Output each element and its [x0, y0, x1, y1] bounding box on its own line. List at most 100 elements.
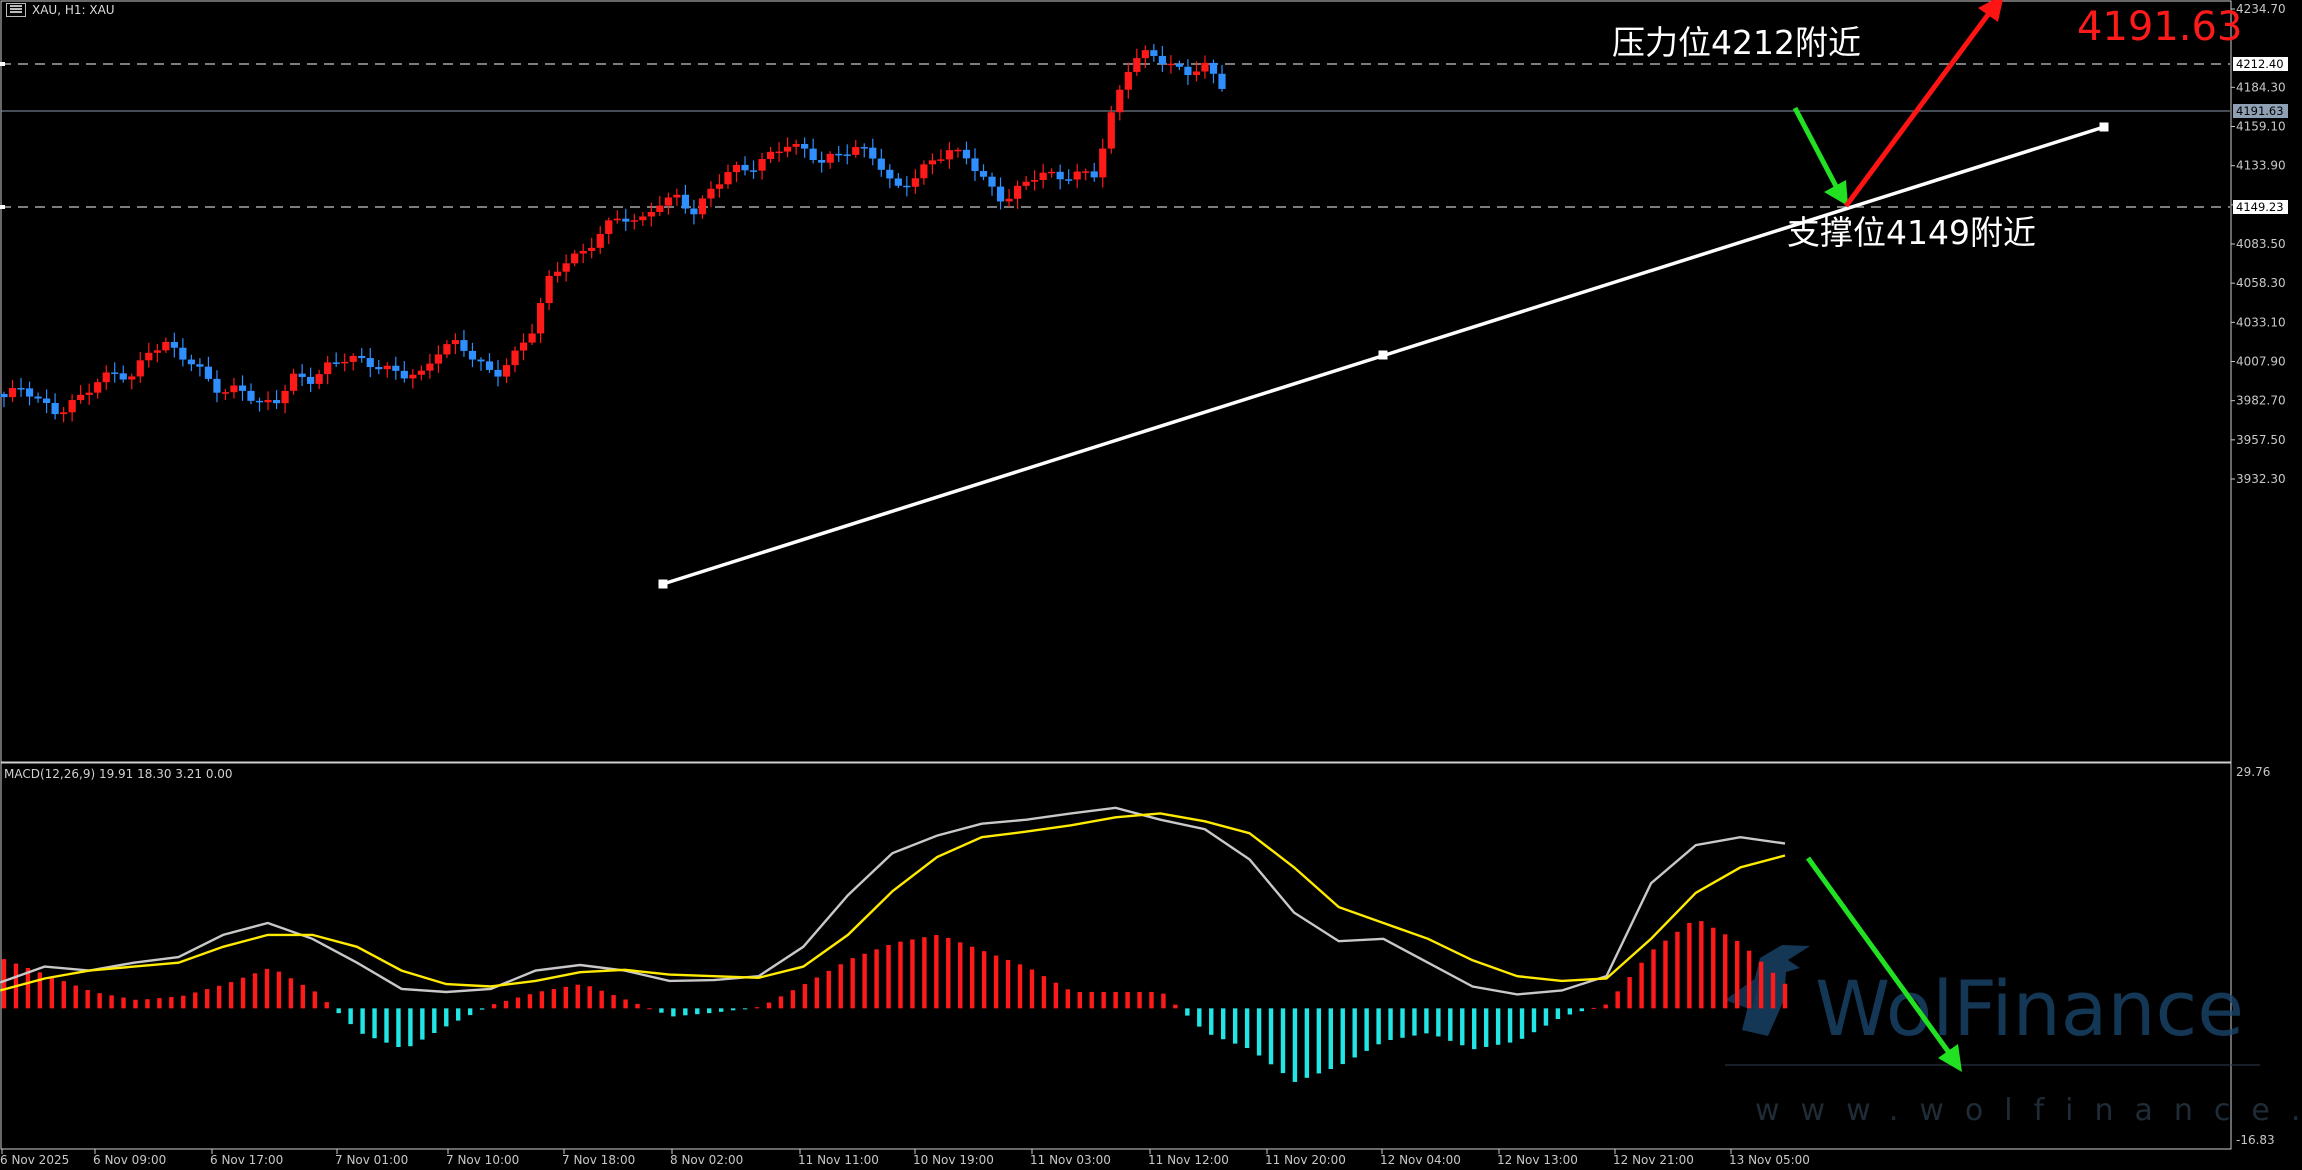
watermark: WolFinance www.wolfinance.com: [1725, 945, 2302, 1128]
macd-histogram-bar: [157, 998, 162, 1009]
price-tick-label: 3932.30: [2236, 472, 2286, 486]
watermark-url: www.wolfinance.com: [1755, 1093, 2302, 1128]
macd-histogram-bar: [1173, 1004, 1178, 1009]
macd-histogram-bar: [922, 937, 927, 1009]
macd-histogram-bar: [444, 1008, 449, 1027]
candle-body: [979, 171, 988, 177]
macd-histogram-bar: [1197, 1008, 1202, 1027]
macd-histogram-bar: [193, 992, 198, 1009]
candle-body: [562, 263, 570, 272]
macd-histogram-bar: [1280, 1008, 1286, 1074]
macd-histogram-bar: [1113, 991, 1118, 1009]
candle-body: [664, 197, 672, 206]
macd-histogram-bar: [384, 1008, 389, 1043]
macd-histogram-bar: [1005, 959, 1011, 1009]
price-panel: [0, 0, 2232, 763]
candle-body: [937, 159, 945, 161]
trendline-handle-end[interactable]: [2099, 122, 2109, 132]
candle-body: [996, 186, 1005, 202]
candle-body: [1013, 185, 1022, 199]
macd-histogram-bar: [216, 985, 222, 1009]
candle-body: [119, 373, 127, 380]
macd-histogram-bar: [587, 986, 592, 1009]
macd-histogram-bar: [324, 1002, 329, 1009]
candle-body: [341, 361, 349, 364]
support-annotation: 支撑位4149附近: [1787, 213, 2036, 252]
candle-body: [724, 172, 732, 185]
macd-histogram-bar: [635, 1003, 640, 1009]
candle-body: [519, 342, 528, 351]
macd-histogram-bar: [360, 1008, 365, 1034]
candle-body: [1218, 73, 1226, 89]
price-tick-label: 4033.10: [2236, 315, 2286, 329]
candle-body: [988, 176, 996, 187]
price-tick-label: 4159.10: [2236, 120, 2286, 134]
macd-histogram-bar: [420, 1008, 425, 1040]
macd-histogram-bar: [1185, 1008, 1190, 1016]
candle-body: [68, 400, 76, 413]
trendline-handle-mid[interactable]: [1378, 350, 1388, 360]
candle-body: [136, 360, 144, 377]
candle-body: [17, 388, 25, 390]
macd-histogram-bar: [551, 989, 557, 1009]
support-line-handle[interactable]: [0, 205, 5, 209]
time-tick-label: 8 Nov 02:00: [670, 1153, 743, 1167]
macd-histogram-bar: [264, 968, 270, 1009]
candle-body: [571, 253, 579, 264]
trendline-handle-start[interactable]: [658, 579, 668, 589]
macd-histogram-bar: [1376, 1008, 1381, 1045]
resistance-line-handle[interactable]: [0, 62, 5, 66]
macd-histogram-bar: [874, 949, 879, 1009]
macd-histogram-bar: [85, 989, 90, 1009]
time-axis[interactable]: 6 Nov 2025 6 Nov 09:00 6 Nov 17:00 7 Nov 01…: [0, 1149, 1810, 1167]
macd-histogram-bar: [659, 1008, 664, 1013]
candle-body: [877, 158, 885, 170]
macd-histogram-bar: [61, 981, 66, 1009]
macd-histogram-bar: [802, 984, 808, 1009]
macd-histogram-bar: [1328, 1008, 1333, 1070]
candle-body: [8, 388, 17, 398]
time-tick-label: 11 Nov 12:00: [1148, 1153, 1229, 1167]
macd-histogram-bar: [1495, 1008, 1501, 1045]
candle-body: [843, 154, 851, 156]
macd-histogram-bar: [1412, 1008, 1417, 1036]
candle-body: [298, 373, 306, 377]
candle-body: [1082, 171, 1090, 173]
macd-histogram-bar: [467, 1008, 473, 1016]
macd-histogram-bar: [850, 958, 855, 1009]
macd-histogram-bar: [503, 1000, 509, 1009]
candle-body: [434, 354, 442, 364]
candle-body: [1167, 63, 1175, 66]
candle-body: [775, 151, 783, 154]
candle-body: [272, 400, 281, 404]
macd-histogram-bar: [862, 953, 867, 1009]
candle-body: [1065, 179, 1073, 181]
symbol-label: XAU, H1: XAU: [32, 3, 115, 17]
signal-line: [0, 812, 1786, 992]
macd-histogram-bar: [396, 1008, 401, 1048]
candle-body: [613, 218, 621, 221]
candle-body: [1209, 62, 1218, 74]
macd-histogram-bar: [1137, 991, 1142, 1009]
macd-histogram-bar: [1221, 1008, 1226, 1040]
macd-histogram-bar: [1699, 921, 1704, 1009]
time-tick-label: 13 Nov 05:00: [1729, 1153, 1810, 1167]
candle-body: [94, 382, 102, 393]
macd-histogram-bar: [1555, 1008, 1561, 1020]
macd-histogram-bar: [1639, 962, 1644, 1009]
macd-histogram-bar: [1770, 972, 1776, 1009]
candle-body: [588, 247, 596, 251]
macd-histogram-bar: [730, 1008, 736, 1011]
price-axis[interactable]: 4234.704184.304159.104133.904108.704083.…: [2231, 2, 2286, 486]
candle-body: [852, 147, 860, 155]
candle-body: [894, 178, 902, 186]
candle-body: [375, 367, 383, 370]
chart-window-icon[interactable]: [6, 3, 26, 17]
support-price-label: 4149.23: [2236, 200, 2284, 214]
candle-body: [51, 402, 59, 415]
candle-body: [554, 271, 562, 276]
candle-body: [886, 169, 894, 179]
candle-body: [903, 185, 911, 188]
candle-body: [698, 198, 707, 215]
